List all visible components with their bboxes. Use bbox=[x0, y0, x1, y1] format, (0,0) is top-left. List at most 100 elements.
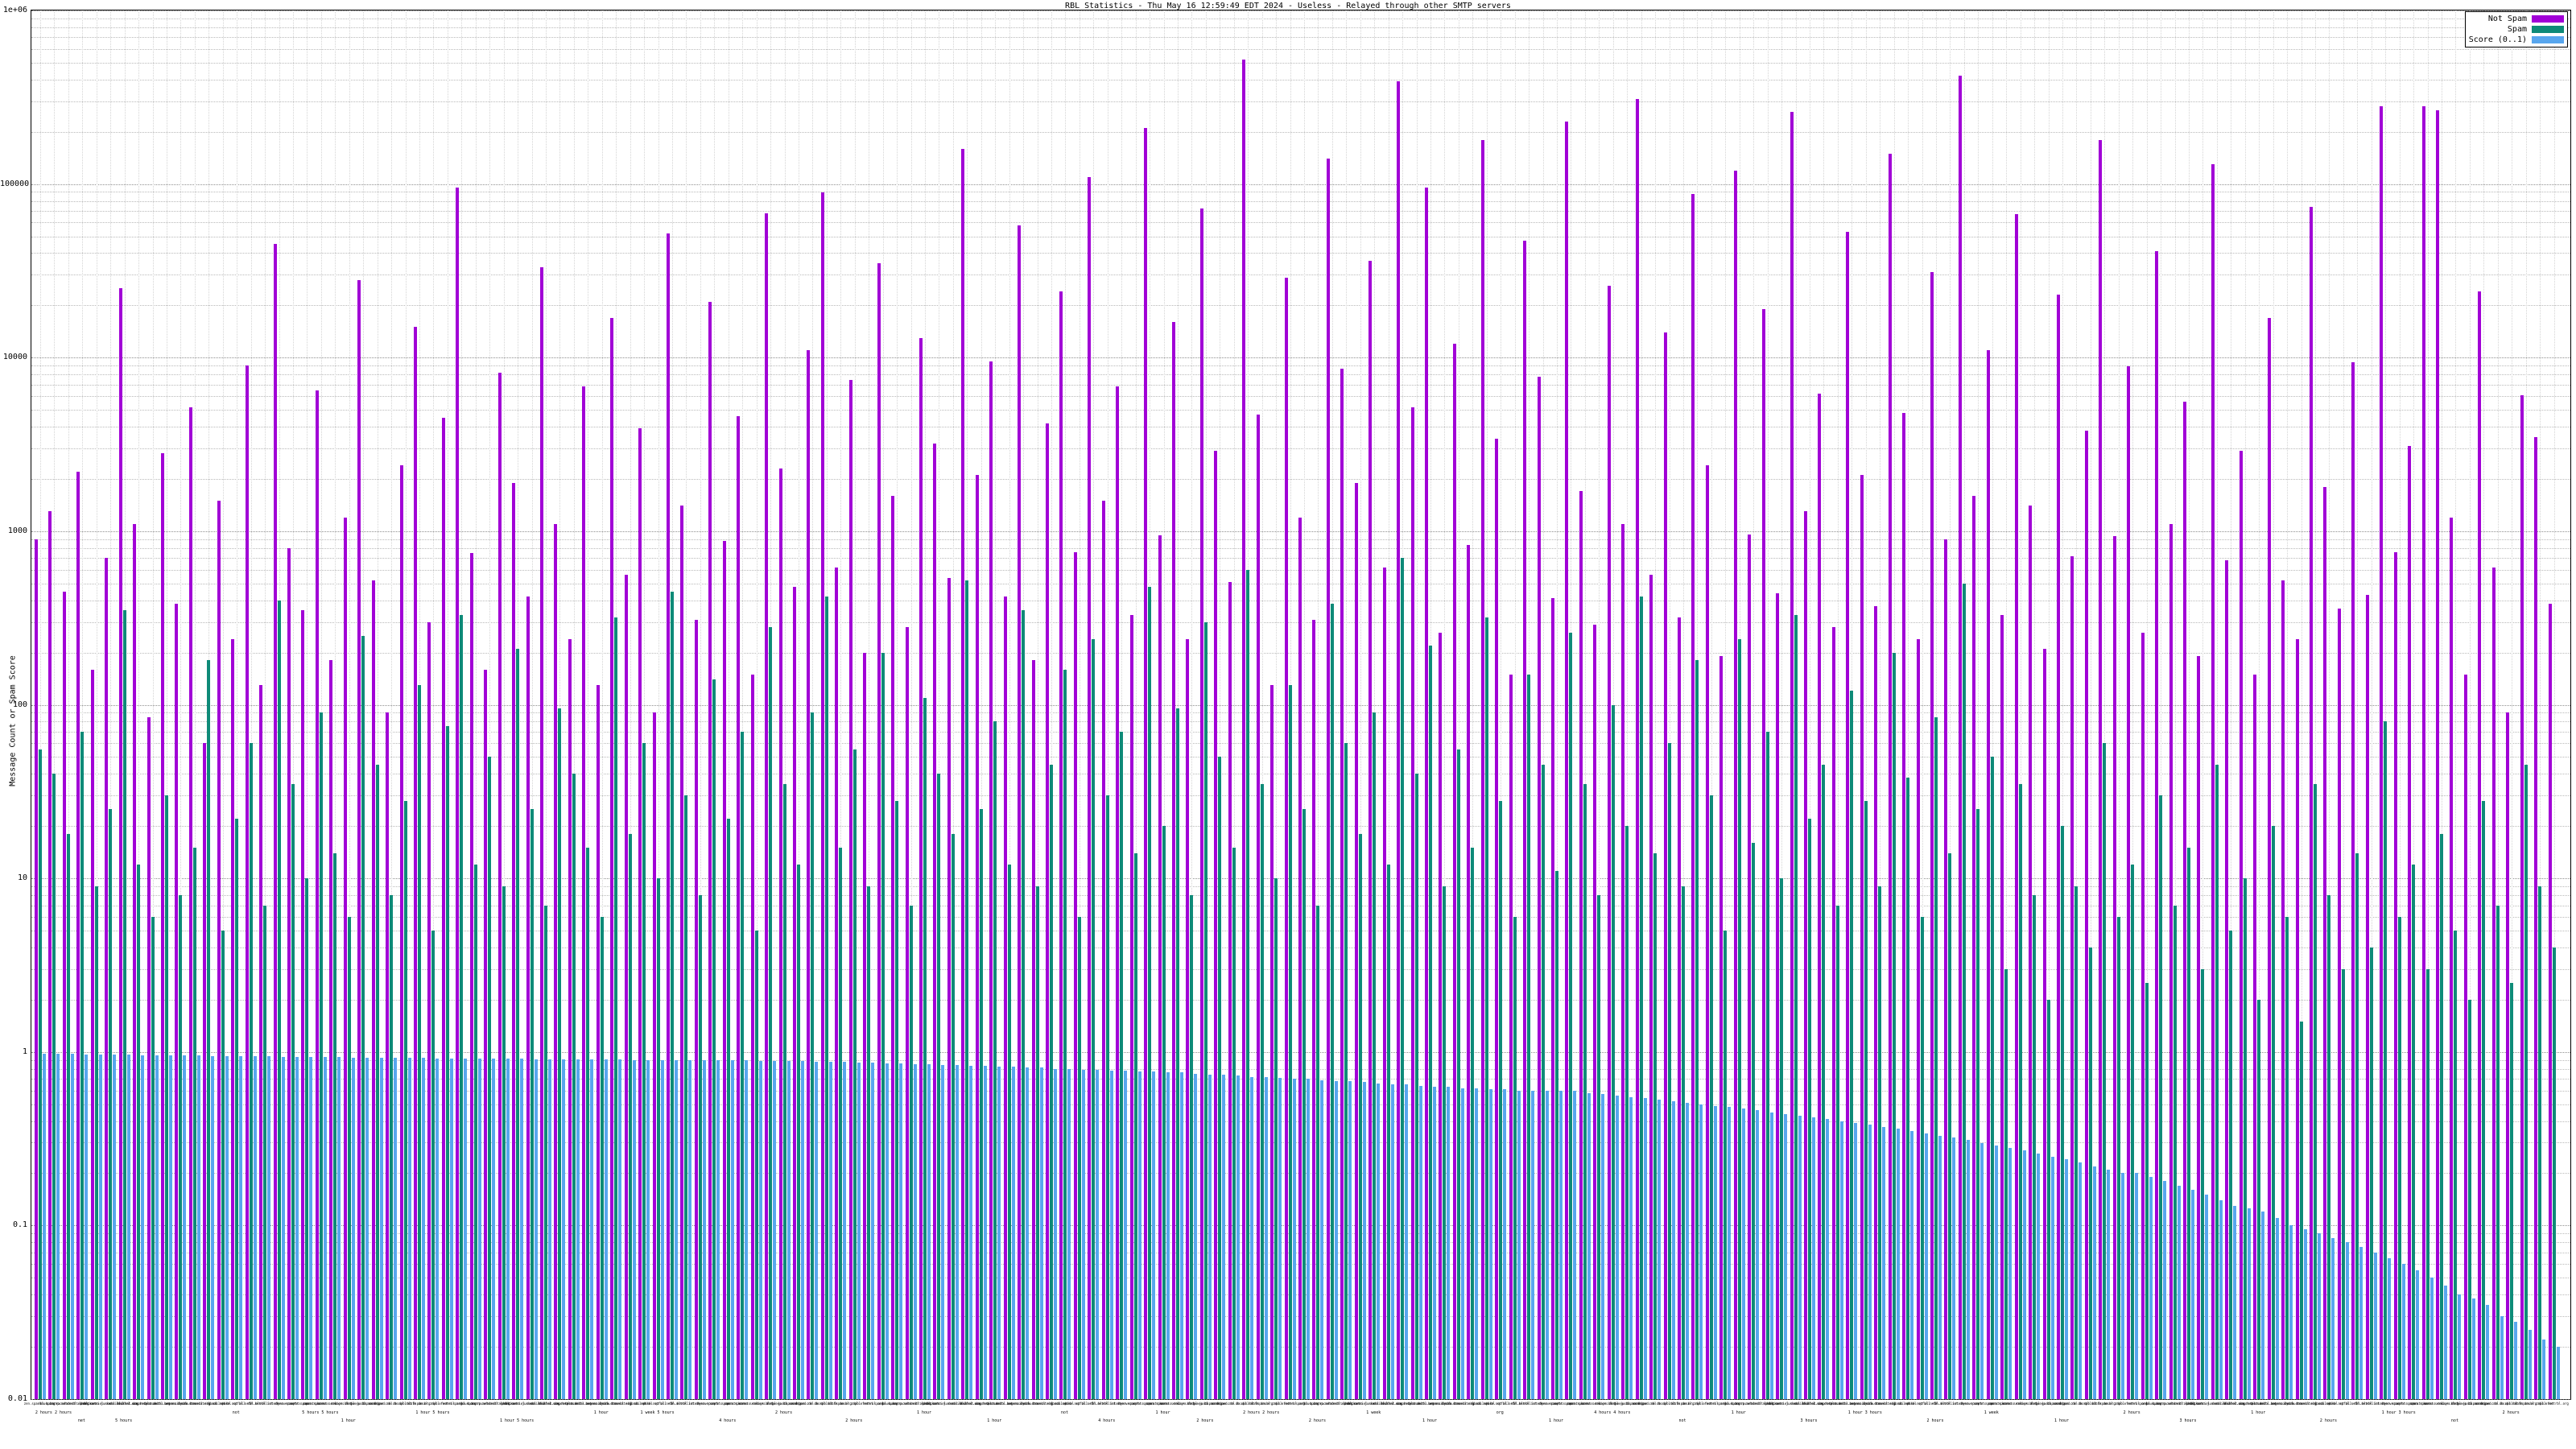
gridline-vertical bbox=[391, 10, 393, 1399]
gridline-vertical bbox=[784, 10, 786, 1399]
bar-score-0-1- bbox=[2022, 1150, 2026, 1399]
x-axis-note: 1 week 5 hours bbox=[640, 1410, 675, 1415]
bar-not-spam bbox=[1088, 176, 1092, 1399]
gridline-vertical bbox=[1922, 10, 1923, 1399]
x-axis-note: 1 hour bbox=[1548, 1418, 1564, 1423]
bar-spam bbox=[881, 652, 885, 1399]
bar-spam bbox=[2524, 765, 2528, 1399]
gridline-vertical bbox=[2540, 10, 2541, 1399]
bar-score-0-1- bbox=[2149, 1177, 2153, 1399]
bar-spam bbox=[1484, 617, 1488, 1399]
legend-swatch bbox=[2532, 36, 2564, 43]
bar-score-0-1- bbox=[828, 1061, 832, 1399]
gridline-vertical bbox=[630, 10, 631, 1399]
bar-spam bbox=[1443, 886, 1447, 1399]
y-tick-label: 10000 bbox=[2, 353, 27, 362]
bar-spam bbox=[797, 865, 800, 1399]
bar-score-0-1- bbox=[2486, 1304, 2490, 1399]
bar-spam bbox=[1148, 586, 1152, 1399]
bar-not-spam bbox=[807, 350, 811, 1399]
bar-score-0-1- bbox=[2092, 1166, 2096, 1399]
bar-spam bbox=[473, 865, 477, 1399]
bar-spam bbox=[1190, 895, 1194, 1399]
bar-spam bbox=[1625, 826, 1629, 1399]
bar-spam bbox=[1499, 800, 1503, 1399]
legend-row: Spam bbox=[2469, 24, 2564, 35]
bar-not-spam bbox=[1831, 627, 1835, 1399]
bar-not-spam bbox=[1046, 423, 1049, 1399]
x-tick-label: combined.rbl.msrbl.net bbox=[790, 1402, 833, 1406]
bar-spam bbox=[1274, 878, 1278, 1399]
x-tick-label: bl.nordspam.com bbox=[1204, 1402, 1234, 1406]
x-tick-label: relays.bl.gweep.ca bbox=[331, 1402, 366, 1406]
gridline-major bbox=[31, 10, 2570, 11]
bar-spam bbox=[2327, 895, 2331, 1399]
gridline-vertical bbox=[2553, 10, 2555, 1399]
bar-spam bbox=[712, 679, 716, 1399]
bar-score-0-1- bbox=[660, 1059, 664, 1399]
x-axis-note: 4 hours 4 hours bbox=[1594, 1410, 1631, 1415]
gridline-vertical bbox=[2287, 10, 2289, 1399]
bar-score-0-1- bbox=[1994, 1145, 1998, 1399]
x-tick-label: db.wpbl.info bbox=[2078, 1402, 2102, 1406]
x-axis-note: 1 hour bbox=[1422, 1418, 1438, 1423]
bar-score-0-1- bbox=[70, 1053, 74, 1399]
x-tick-label: dnsbl.zapbl.net bbox=[2103, 1402, 2132, 1406]
bar-spam bbox=[1555, 871, 1558, 1399]
y-tick-label: 1 bbox=[22, 1046, 27, 1056]
x-tick-label: bl.mailspike.net bbox=[1470, 1402, 1502, 1406]
bar-not-spam bbox=[2197, 656, 2201, 1399]
x-tick-label: dnsbl.zapbl.net bbox=[1261, 1402, 1290, 1406]
gridline-vertical bbox=[475, 10, 477, 1399]
bar-score-0-1- bbox=[126, 1054, 130, 1399]
bar-not-spam bbox=[2548, 604, 2552, 1399]
bar-not-spam bbox=[1719, 656, 1724, 1399]
bar-score-0-1- bbox=[590, 1059, 594, 1399]
bar-score-0-1- bbox=[716, 1059, 720, 1399]
x-tick-label: cbl.abuseat.org bbox=[530, 1402, 560, 1406]
bar-spam bbox=[109, 809, 113, 1399]
bar-not-spam bbox=[835, 567, 839, 1399]
x-axis-note: 1 hour bbox=[1731, 1410, 1746, 1415]
gridline-vertical bbox=[1908, 10, 1909, 1399]
bar-score-0-1- bbox=[1405, 1084, 1409, 1399]
bar-not-spam bbox=[1101, 500, 1105, 1399]
x-tick-label: rbl.efnetrbl.org bbox=[1695, 1402, 1727, 1406]
bar-spam bbox=[445, 726, 449, 1399]
bar-not-spam bbox=[2225, 560, 2229, 1399]
bar-not-spam bbox=[1073, 551, 1077, 1399]
bar-not-spam bbox=[427, 621, 431, 1399]
bar-not-spam bbox=[105, 558, 109, 1399]
bar-score-0-1- bbox=[449, 1058, 453, 1399]
x-tick-label: bl.0spam.org bbox=[2513, 1402, 2537, 1406]
bar-score-0-1- bbox=[1756, 1110, 1760, 1399]
bar-not-spam bbox=[1593, 624, 1597, 1399]
gridline-vertical bbox=[2132, 10, 2134, 1399]
bar-spam bbox=[628, 834, 632, 1399]
bar-spam bbox=[1906, 778, 1910, 1399]
bar-spam bbox=[2341, 968, 2345, 1399]
bar-score-0-1- bbox=[2219, 1199, 2223, 1399]
bar-not-spam bbox=[1761, 309, 1765, 1399]
bar-score-0-1- bbox=[1124, 1071, 1128, 1399]
bar-not-spam bbox=[2323, 486, 2327, 1399]
x-tick-label: rbl.interserver.net bbox=[1523, 1402, 1561, 1406]
bar-score-0-1- bbox=[2331, 1237, 2335, 1399]
gridline-vertical bbox=[952, 10, 954, 1399]
bar-score-0-1- bbox=[365, 1057, 369, 1399]
bar-spam bbox=[2314, 783, 2317, 1399]
bar-score-0-1- bbox=[196, 1055, 200, 1399]
bar-score-0-1- bbox=[2261, 1212, 2265, 1399]
bar-score-0-1- bbox=[85, 1054, 89, 1399]
bar-not-spam bbox=[1214, 451, 1218, 1399]
x-tick-label: truncate.gbudb.net bbox=[1454, 1402, 1490, 1406]
gridline-vertical bbox=[2118, 10, 2120, 1399]
bar-score-0-1- bbox=[927, 1063, 931, 1399]
bar-spam bbox=[2467, 999, 2471, 1399]
bar-spam bbox=[895, 800, 899, 1399]
bar-not-spam bbox=[273, 244, 277, 1399]
legend-label: Not Spam bbox=[2487, 14, 2527, 23]
gridline-vertical bbox=[1416, 10, 1418, 1399]
bar-spam bbox=[1316, 905, 1320, 1399]
bar-spam bbox=[1232, 848, 1236, 1399]
